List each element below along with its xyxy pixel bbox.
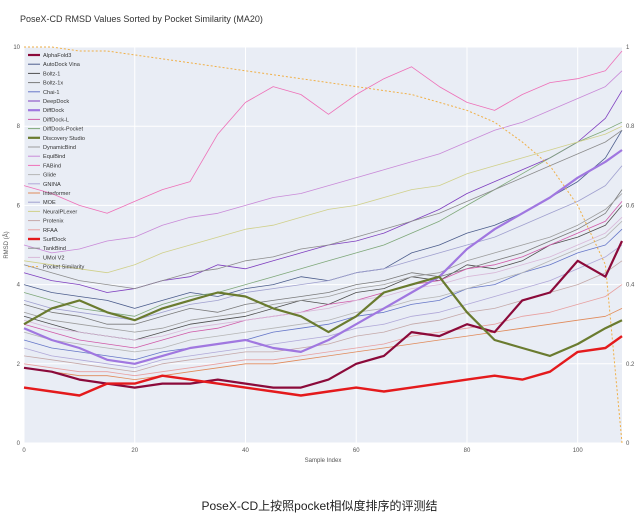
series-line-diffdock-l bbox=[23, 201, 623, 349]
series-line-diffdock bbox=[23, 149, 623, 365]
x-tick-label: 0 bbox=[22, 448, 26, 454]
x-tick-label: 20 bbox=[131, 448, 138, 454]
legend-label: DeepDock bbox=[43, 99, 69, 105]
legend-label: SurfDock bbox=[43, 237, 66, 243]
legend-label: FABind bbox=[43, 163, 61, 169]
series-line-fabind bbox=[23, 50, 623, 214]
chart-title: PoseX-CD RMSD Values Sorted by Pocket Si… bbox=[20, 14, 263, 24]
legend-label: UMol V2 bbox=[43, 255, 64, 261]
legend-label: Boltz-1 bbox=[43, 71, 60, 77]
y-tick-label: 0 bbox=[17, 441, 21, 447]
x-tick-label: 60 bbox=[353, 448, 360, 454]
series-line-alphafold3 bbox=[23, 240, 623, 389]
series-line-dynamicbind bbox=[23, 193, 623, 333]
series-line-surfdock bbox=[23, 335, 623, 397]
figure-caption: PoseX-CD上按照pocket相似度排序的评测结 bbox=[201, 499, 438, 513]
y2-tick-label: 0 bbox=[626, 441, 630, 447]
legend: AlphaFold3 AutoDock Vina Boltz-1 Boltz-1x Ch… bbox=[28, 53, 85, 271]
y-tick-label: 10 bbox=[13, 45, 20, 51]
y2-tick-label: 0.4 bbox=[626, 283, 635, 289]
legend-label: MOE bbox=[43, 200, 56, 206]
series-layer bbox=[23, 46, 623, 444]
x-tick-label: 40 bbox=[242, 448, 249, 454]
legend-label: DiffDock-L bbox=[43, 117, 69, 123]
y-tick-label: 6 bbox=[17, 203, 21, 209]
y-axis-title: RMSD (Å) bbox=[3, 231, 10, 258]
legend-label: Boltz-1x bbox=[43, 81, 63, 87]
series-line-chai-1 bbox=[23, 228, 623, 361]
y2-tick-label: 0.2 bbox=[626, 362, 635, 368]
legend-label: Protenix bbox=[43, 219, 64, 225]
legend-label: Chai-1 bbox=[43, 90, 59, 96]
legend-label: DynamicBind bbox=[43, 145, 76, 151]
x-tick-label: 80 bbox=[464, 448, 471, 454]
series-line-interformer bbox=[23, 308, 623, 381]
series-line-umol-v2 bbox=[23, 217, 623, 341]
series-line-pocket-similarity bbox=[24, 46, 623, 444]
legend-label: TankBind bbox=[43, 246, 66, 252]
legend-label: Pocket Similarity bbox=[43, 265, 85, 271]
series-line-neuralplexer bbox=[23, 125, 623, 274]
legend-label: Discovery Studio bbox=[43, 136, 85, 142]
y2-tick-label: 0.8 bbox=[626, 124, 635, 130]
series-line-discovery-studio bbox=[23, 275, 623, 357]
y2-tick-label: 1 bbox=[626, 45, 630, 51]
legend-label: RFAA bbox=[43, 228, 58, 234]
legend-label: NeuralPLexer bbox=[43, 209, 77, 215]
series-line-glide bbox=[23, 220, 623, 353]
series-line-rfaa bbox=[23, 284, 623, 377]
legend-label: DiffDock-Pocket bbox=[43, 127, 83, 133]
legend-label: AlphaFold3 bbox=[43, 53, 71, 59]
y-tick-label: 2 bbox=[17, 362, 21, 368]
legend-label: EquiBind bbox=[43, 154, 65, 160]
y2-tick-label: 0.6 bbox=[626, 203, 635, 209]
legend-label: Interformer bbox=[43, 191, 70, 197]
series-line-tankbind bbox=[23, 129, 623, 290]
series-line-diffdock-pocket bbox=[23, 121, 623, 317]
x-axis-title: Sample Index bbox=[305, 458, 342, 464]
y-tick-label: 8 bbox=[17, 124, 21, 130]
legend-label: GNINA bbox=[43, 182, 61, 188]
x-tick-label: 100 bbox=[573, 448, 584, 454]
legend-label: AutoDock Vina bbox=[43, 62, 81, 68]
series-line-gnina bbox=[23, 244, 623, 369]
y-tick-label: 4 bbox=[17, 283, 21, 289]
series-line-moe bbox=[23, 165, 623, 321]
series-line-boltz-1x bbox=[23, 189, 623, 325]
legend-label: DiffDock bbox=[43, 108, 64, 114]
series-line-equibind bbox=[23, 70, 623, 254]
legend-label: Glide bbox=[43, 173, 56, 179]
